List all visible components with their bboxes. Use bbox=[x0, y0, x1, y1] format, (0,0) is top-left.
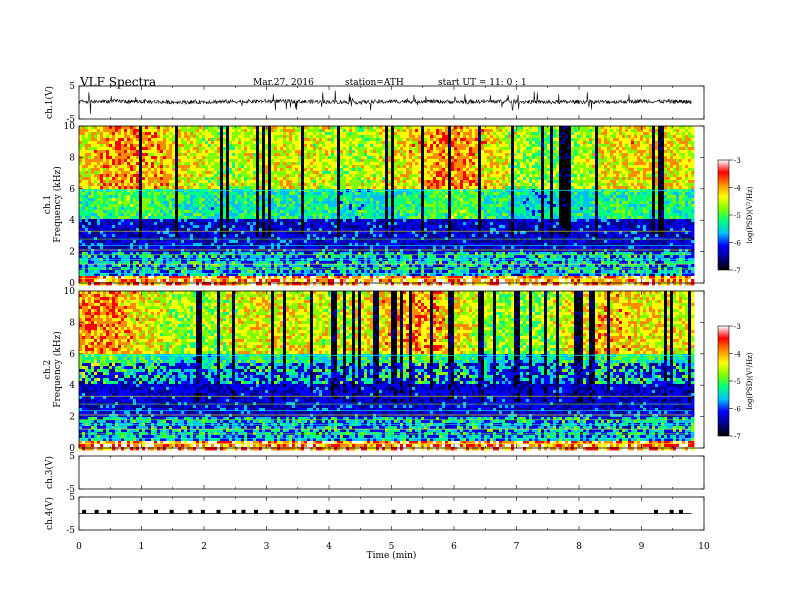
ch4-pulse bbox=[269, 509, 274, 514]
date-label: Mar.27, 2016 bbox=[253, 78, 314, 88]
ch4-pulse bbox=[447, 509, 452, 514]
ch1-trace bbox=[78, 90, 692, 114]
x-tick-label: 10 bbox=[698, 542, 710, 552]
colorbar-label: log(PSD)(V²/Hz) bbox=[746, 352, 754, 409]
ch2-spectrogram-cells bbox=[79, 291, 695, 451]
ch4-pulse bbox=[154, 509, 158, 514]
ch4-pulse bbox=[507, 509, 512, 514]
ch4-pulse bbox=[610, 509, 615, 514]
ch4-pulse bbox=[232, 509, 237, 514]
colorbar-tick-label: -4 bbox=[734, 351, 741, 359]
y-tick-label: 8 bbox=[69, 153, 75, 163]
ch4-pulse bbox=[294, 509, 299, 514]
y-tick-label: 8 bbox=[69, 318, 75, 328]
ch4-pulse bbox=[241, 509, 246, 514]
ch4-pulse bbox=[407, 509, 412, 514]
y-tick-label: 2 bbox=[69, 413, 75, 423]
ch4-pulse bbox=[679, 509, 683, 514]
y-tick-label: 0 bbox=[69, 279, 75, 289]
ch4-pulse bbox=[594, 509, 599, 514]
ch1-spectrogram-ylabel: Frequency (kHz) bbox=[52, 166, 63, 243]
colorbar-tick-label: -6 bbox=[734, 406, 741, 414]
ch4-pulse bbox=[169, 509, 174, 514]
colorbar-2 bbox=[717, 325, 730, 437]
ch4-pulse bbox=[479, 509, 483, 514]
y-tick-label: -5 bbox=[66, 526, 75, 536]
y-tick-label: 5 bbox=[69, 452, 75, 462]
x-tick-label: 2 bbox=[201, 542, 207, 552]
y-tick-label: 10 bbox=[64, 122, 76, 132]
ch4-pulse bbox=[254, 509, 258, 514]
ch4-pulse bbox=[369, 509, 374, 514]
ch4-pulse bbox=[94, 509, 99, 514]
ch4-pulse bbox=[435, 509, 440, 514]
x-tick-label: 0 bbox=[76, 542, 82, 552]
y-tick-label: 4 bbox=[69, 216, 75, 226]
colorbar-tick-label: -4 bbox=[734, 185, 741, 193]
colorbar-tick-label: -5 bbox=[734, 378, 741, 386]
x-tick-label: 9 bbox=[639, 542, 645, 552]
ch4-pulse bbox=[579, 509, 583, 514]
ch4-pulse bbox=[216, 509, 221, 514]
colorbar-tick-label: -6 bbox=[734, 240, 741, 248]
ch4-pulse bbox=[550, 509, 555, 514]
ch1-spectrogram-cells bbox=[79, 126, 695, 286]
x-tick-label: 1 bbox=[139, 542, 145, 552]
ch4-pulse bbox=[285, 509, 290, 514]
y-tick-label: 6 bbox=[69, 185, 75, 195]
ch1-spectrogram-channel-label: ch.1 bbox=[43, 195, 53, 214]
x-tick-label: 8 bbox=[576, 542, 582, 552]
ch3-waveform-frame bbox=[78, 455, 705, 490]
ch4-pulse bbox=[82, 509, 87, 514]
x-tick-label: 7 bbox=[514, 542, 520, 552]
y-tick-label: 4 bbox=[69, 381, 75, 391]
start-time-label: start UT = 11: 0 : 1 bbox=[438, 78, 527, 88]
ch4-pulse bbox=[325, 509, 330, 514]
colorbar-tick-label: -3 bbox=[734, 157, 741, 165]
ch4-pulse bbox=[654, 509, 658, 514]
x-axis-label: Time (min) bbox=[367, 550, 417, 561]
colorbar-1 bbox=[717, 159, 730, 271]
ch4-waveform-ylabel: ch.4(V) bbox=[44, 497, 55, 530]
ch4-pulse bbox=[338, 509, 343, 514]
ch4-pulse bbox=[419, 509, 424, 514]
ch3-waveform-ylabel: ch.3(V) bbox=[44, 456, 55, 489]
x-tick-label: 5 bbox=[389, 542, 395, 552]
colorbar-tick-label: -5 bbox=[734, 212, 741, 220]
ch2-spectrogram-channel-label: ch.2 bbox=[43, 360, 53, 379]
ch4-pulse bbox=[391, 509, 396, 514]
x-tick-label: 4 bbox=[326, 542, 332, 552]
colorbar-label: log(PSD)(V²/Hz) bbox=[746, 186, 754, 243]
y-tick-label: 5 bbox=[69, 493, 75, 503]
colorbar-tick-label: -3 bbox=[734, 323, 741, 331]
ch4-pulse bbox=[200, 509, 205, 514]
y-tick-label: -5 bbox=[66, 485, 75, 495]
ch4-pulse bbox=[188, 509, 193, 514]
ch4-pulse bbox=[360, 509, 365, 514]
y-tick-label: 0 bbox=[69, 444, 75, 454]
ch4-pulse bbox=[522, 509, 527, 514]
x-tick-label: 3 bbox=[264, 542, 270, 552]
chart-title: VLF Spectra bbox=[80, 75, 156, 89]
y-tick-label: 10 bbox=[64, 287, 76, 297]
station-label: station=ATH bbox=[345, 78, 404, 88]
y-tick-label: -5 bbox=[66, 115, 75, 125]
y-tick-label: 6 bbox=[69, 350, 75, 360]
ch4-pulse bbox=[532, 509, 537, 514]
y-tick-label: 5 bbox=[69, 82, 75, 92]
y-tick-label: 2 bbox=[69, 248, 75, 258]
x-tick-label: 6 bbox=[451, 542, 457, 552]
ch4-pulse bbox=[491, 509, 496, 514]
ch2-spectrogram-ylabel: Frequency (kHz) bbox=[52, 331, 63, 408]
ch4-pulse bbox=[463, 509, 468, 514]
ch4-pulse bbox=[107, 509, 112, 514]
ch4-pulse bbox=[313, 509, 318, 514]
colorbar-tick-label: -7 bbox=[734, 267, 741, 275]
ch4-pulse bbox=[669, 509, 674, 514]
ch1-waveform-ylabel: ch.1(V) bbox=[44, 86, 55, 119]
ch4-pulse bbox=[138, 509, 143, 514]
ch4-pulse bbox=[563, 509, 568, 514]
colorbar-tick-label: -7 bbox=[734, 433, 741, 441]
